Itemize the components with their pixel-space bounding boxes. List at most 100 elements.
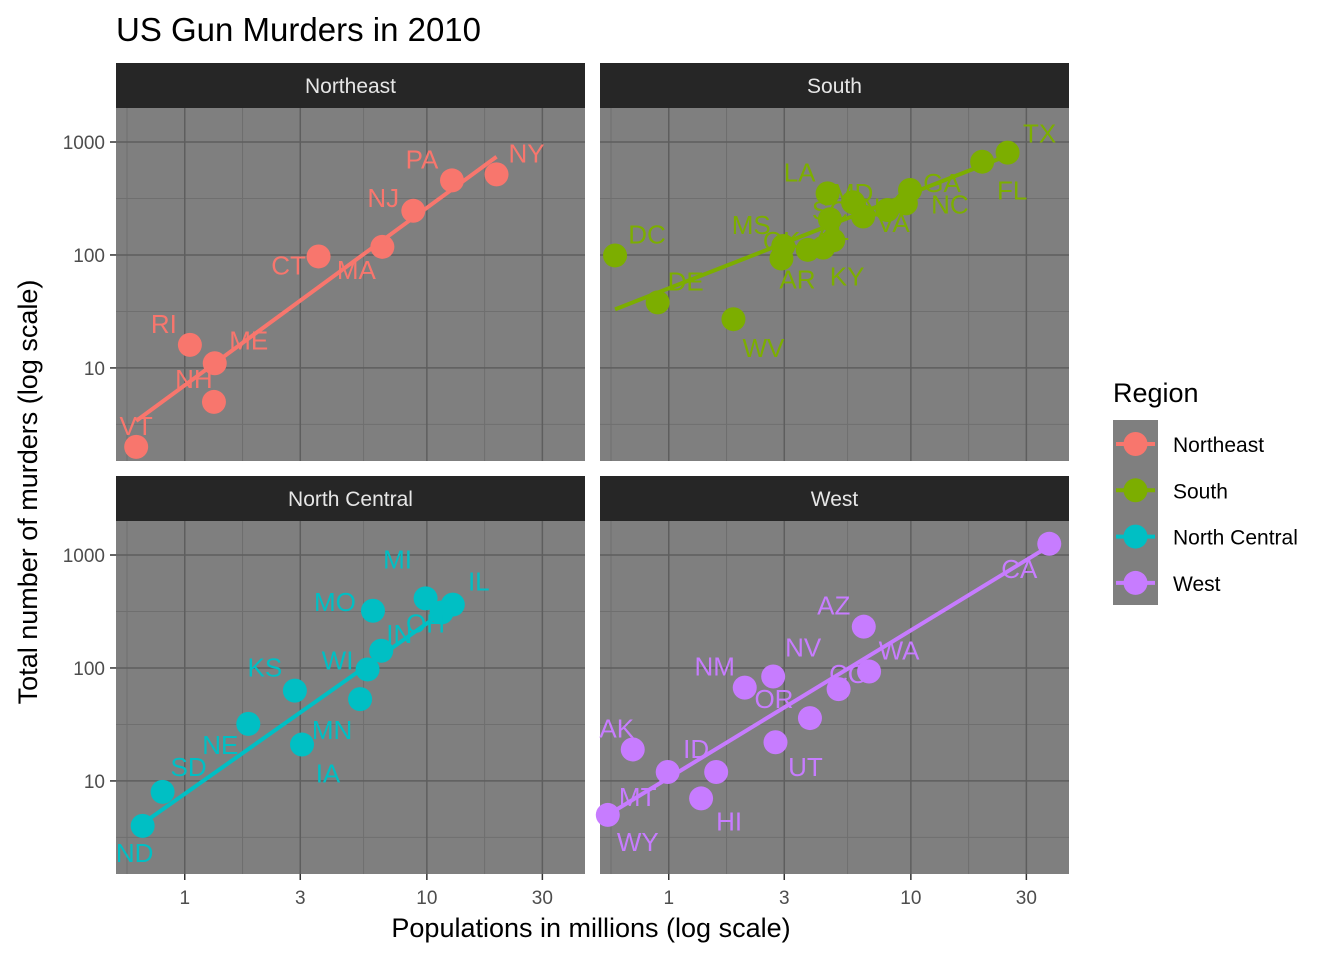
point-label-sc: SC <box>812 195 848 225</box>
x-tick-label: 30 <box>532 888 553 909</box>
point-label-ks: KS <box>248 653 283 683</box>
legend-key-point <box>1123 570 1148 595</box>
point-label-ak: AK <box>599 713 634 743</box>
data-point-in <box>369 638 394 663</box>
data-point-ny <box>484 162 509 187</box>
data-point-pa <box>439 168 464 193</box>
data-point-il <box>440 592 465 617</box>
trend-line <box>134 155 498 423</box>
point-label-in: IN <box>386 619 412 649</box>
legend-label: Northeast <box>1173 434 1264 457</box>
y-axis-ticks: 10 100 1000 10 100 1000 <box>63 133 116 793</box>
point-label-hi: HI <box>716 806 742 836</box>
data-point-tn <box>851 204 876 229</box>
data-point-wi <box>355 657 380 682</box>
data-point-ak <box>620 737 645 762</box>
point-label-wi: WI <box>322 645 354 675</box>
point-label-ms: MS <box>732 210 771 240</box>
data-point-dc <box>603 243 628 268</box>
facet-strip <box>600 63 1069 108</box>
point-label-ct: CT <box>271 250 306 280</box>
data-point-ia <box>290 732 315 757</box>
x-tick-label: 3 <box>295 888 306 909</box>
data-point-de <box>645 290 670 315</box>
point-label-ky: KY <box>830 262 865 292</box>
legend-key-point <box>1123 478 1148 503</box>
point-label-ia: IA <box>316 759 341 789</box>
data-point-nd <box>130 813 155 838</box>
data-point-mi <box>413 586 438 611</box>
data-point-mo <box>360 598 385 623</box>
x-tick-label: 10 <box>416 888 437 909</box>
trend-line <box>141 603 454 826</box>
facet-strip <box>116 63 585 108</box>
data-point-hi <box>689 786 714 811</box>
point-label-nv: NV <box>785 633 822 663</box>
point-label-mt: MT <box>619 782 657 812</box>
point-label-mn: MN <box>312 715 352 745</box>
x-tick-label: 1 <box>179 888 190 909</box>
legend-label: South <box>1173 480 1228 503</box>
x-tick-label: 3 <box>779 888 790 909</box>
trend-line <box>614 153 1009 312</box>
legend-label: West <box>1173 573 1221 596</box>
data-point-vt <box>124 434 149 459</box>
x-tick-label: 10 <box>900 888 921 909</box>
point-label-ma: MA <box>337 255 377 285</box>
data-point-wy <box>595 802 620 827</box>
point-label-va: VA <box>877 208 910 238</box>
point-label-ga: GA <box>923 168 961 198</box>
point-label-oh: OH <box>406 608 445 638</box>
point-label-vt: VT <box>120 411 153 441</box>
facet-strip-label: West <box>811 488 859 511</box>
point-label-de: DE <box>668 266 704 296</box>
data-point-tx <box>995 140 1020 165</box>
point-label-sd: SD <box>171 752 207 782</box>
facet-strip <box>600 476 1069 521</box>
data-point-mn <box>348 687 373 712</box>
point-label-ut: UT <box>788 752 823 782</box>
x-tick-label: 1 <box>663 888 674 909</box>
y-tick-label: 1000 <box>63 133 105 154</box>
point-label-dc: DC <box>628 219 666 249</box>
data-point-sc <box>817 207 842 232</box>
point-label-tn: TN <box>846 193 881 223</box>
point-label-la: LA <box>784 157 816 187</box>
facet-strip-label: Northeast <box>305 75 396 98</box>
point-label-pa: PA <box>406 144 439 174</box>
data-point-nj <box>401 198 426 223</box>
point-label-or: OR <box>754 684 793 714</box>
point-label-tx: TX <box>1023 119 1056 149</box>
data-point-ks <box>282 678 307 703</box>
data-point-va <box>875 198 900 223</box>
data-point-or <box>797 706 822 731</box>
legend: Region Northeast South North Central West <box>1113 378 1298 605</box>
data-point-az <box>851 614 876 639</box>
data-point-nh <box>201 389 226 414</box>
point-label-co: CO <box>829 659 868 689</box>
data-point-mt <box>655 759 680 784</box>
x-axis-title: Populations in millions (log scale) <box>391 913 790 943</box>
y-tick-label: 100 <box>73 246 105 267</box>
x-tick-label: 30 <box>1016 888 1037 909</box>
point-label-nc: NC <box>931 189 969 219</box>
point-label-nh: NH <box>175 364 213 394</box>
data-point-me <box>202 351 227 376</box>
data-point-sd <box>150 779 175 804</box>
point-label-wv: WV <box>742 333 785 363</box>
data-point-ca <box>1037 531 1062 556</box>
point-label-il: IL <box>468 567 490 597</box>
data-point-ne <box>236 711 261 736</box>
data-point-ut <box>763 730 788 755</box>
point-label-id: ID <box>683 734 709 764</box>
point-label-ny: NY <box>508 138 544 168</box>
legend-key-point <box>1123 432 1148 456</box>
y-tick-label: 10 <box>84 359 105 380</box>
legend-title: Region <box>1113 378 1199 408</box>
data-point-wv <box>721 307 746 332</box>
y-tick-label: 1000 <box>63 546 105 567</box>
point-label-ne: NE <box>202 730 238 760</box>
